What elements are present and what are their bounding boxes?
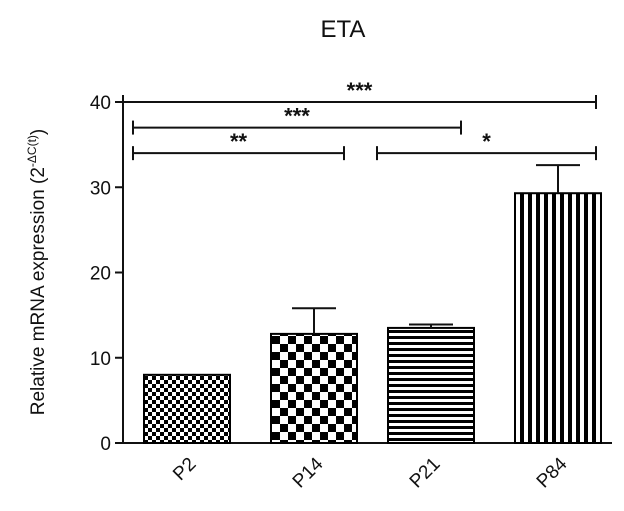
x-tick-labels: P2 P14 P21 P84	[169, 453, 572, 492]
y-tick-label: 20	[90, 264, 111, 285]
chart-title: ETA	[321, 16, 366, 43]
y-tick-label: 0	[100, 434, 111, 455]
x-tick-label-p2: P2	[169, 454, 200, 485]
y-axis-label-main: Relative mRNA expression (2	[28, 167, 49, 415]
significance-bracket: ***	[122, 78, 597, 109]
significance-label: ***	[284, 104, 310, 129]
y-tick-label: 30	[90, 178, 111, 199]
significance-label: **	[230, 129, 248, 154]
significance-bracket: **	[132, 129, 345, 161]
x-tick-label-p14: P14	[289, 453, 328, 492]
x-tick-label-p84: P84	[533, 453, 572, 492]
bar-p21	[387, 326, 475, 445]
significance-label: *	[482, 129, 491, 154]
significance-bracket: ***	[132, 104, 462, 135]
significance-bracket: *	[376, 129, 597, 161]
bar-p2	[143, 373, 231, 444]
bar-p14	[270, 332, 358, 445]
x-tick-label-p21: P21	[406, 454, 445, 493]
error-bars	[292, 164, 580, 334]
significance-label: ***	[347, 78, 373, 103]
bars	[143, 192, 602, 445]
significance-brackets: ******** *	[122, 78, 597, 161]
y-tick-label: 10	[90, 349, 111, 370]
y-axis-label-close: )	[28, 129, 49, 135]
bar-p84	[514, 192, 602, 444]
y-tick-label: 40	[90, 93, 111, 114]
y-axis-label-superscript: -ΔC(t)	[25, 135, 39, 167]
y-axis-label: Relative mRNA expression (2-ΔC(t))	[25, 129, 49, 416]
